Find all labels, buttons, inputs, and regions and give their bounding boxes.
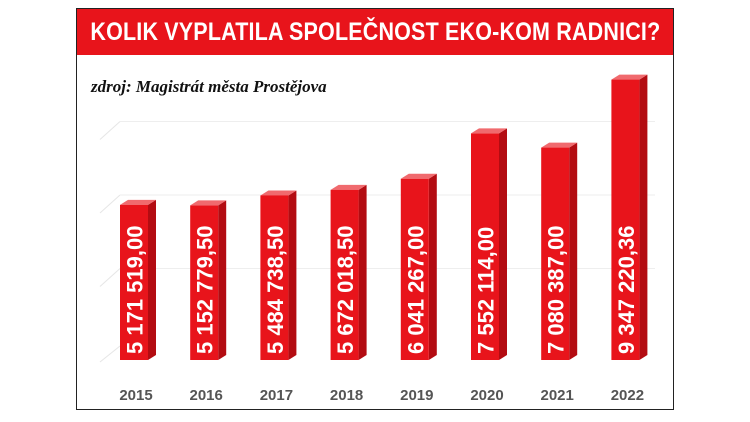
bar bbox=[120, 204, 148, 360]
x-tick-label: 2019 bbox=[400, 387, 433, 404]
bar-value-label: 7 080 387,00 bbox=[544, 226, 569, 354]
x-tick-label: 2018 bbox=[330, 387, 363, 404]
bar bbox=[611, 79, 640, 361]
gridline-left-2 bbox=[99, 121, 121, 140]
bar-value-label: 9 347 220,36 bbox=[614, 226, 639, 354]
gridline-left-1 bbox=[99, 194, 121, 214]
bar bbox=[260, 195, 289, 360]
bar-top bbox=[611, 74, 648, 80]
bar-value-label: 5 152 779,50 bbox=[193, 226, 218, 354]
gridline-floor-left bbox=[99, 345, 121, 363]
x-tick-label: 2020 bbox=[470, 387, 503, 404]
bar bbox=[541, 147, 570, 360]
bar-value-label: 5 171 519,00 bbox=[123, 226, 148, 354]
bar-top bbox=[400, 173, 437, 179]
bar-side bbox=[148, 199, 156, 360]
bar-top bbox=[260, 190, 297, 196]
bar-value-label: 7 552 114,00 bbox=[474, 227, 499, 354]
bar-top bbox=[330, 184, 367, 190]
x-tick-label: 2016 bbox=[190, 387, 223, 404]
bar-value-label: 5 672 018,50 bbox=[333, 226, 358, 354]
gridline-left-0 bbox=[99, 268, 121, 287]
bar-top bbox=[190, 200, 227, 206]
title-banner: KOLIK VYPLATILA SPOLEČNOST EKO-KOM RADNI… bbox=[77, 9, 673, 55]
bar-side bbox=[428, 173, 437, 360]
bar-side bbox=[218, 200, 227, 360]
x-tick-label: 2015 bbox=[119, 387, 152, 404]
chart-title: KOLIK VYPLATILA SPOLEČNOST EKO-KOM RADNI… bbox=[90, 17, 660, 46]
bar-top bbox=[471, 128, 507, 134]
x-tick-label: 2021 bbox=[541, 387, 574, 404]
bar-side bbox=[288, 190, 297, 360]
bar-side bbox=[358, 184, 367, 360]
bar-side bbox=[569, 142, 578, 360]
bar bbox=[400, 178, 429, 360]
bar-top bbox=[541, 142, 578, 148]
bar-side bbox=[499, 128, 507, 360]
bar bbox=[471, 133, 499, 360]
x-tick-label: 2017 bbox=[260, 387, 293, 404]
bar-value-label: 5 484 738,50 bbox=[263, 226, 288, 354]
source-note: zdroj: Magistrát města Prostějova bbox=[91, 77, 327, 96]
bar bbox=[190, 205, 219, 360]
bar-value-label: 6 041 267,00 bbox=[403, 226, 428, 354]
bar-top bbox=[120, 199, 156, 205]
x-tick-label: 2022 bbox=[611, 387, 644, 404]
bar bbox=[330, 189, 359, 360]
bar-side bbox=[639, 74, 648, 361]
